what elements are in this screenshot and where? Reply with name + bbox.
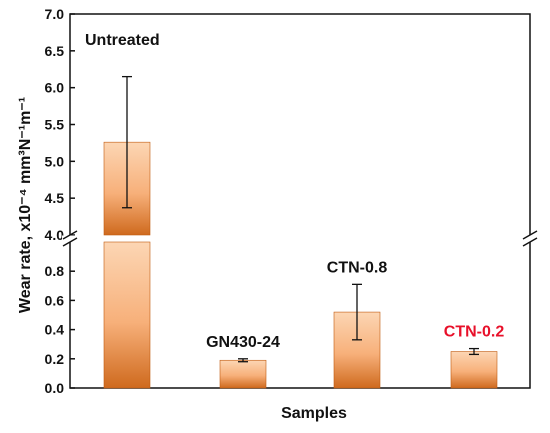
break-slash: [522, 237, 538, 247]
bar: [450, 351, 498, 389]
y-tick-label: 4.0: [45, 227, 65, 243]
y-tick-label: 0.2: [45, 351, 65, 367]
y-tick-label: 6.5: [45, 43, 65, 59]
y-tick-label: 5.5: [45, 117, 65, 133]
axis-break-marks: [62, 230, 538, 247]
y-tick-label: 0.8: [45, 263, 65, 279]
lower-axis-frame: [69, 242, 531, 389]
bars-group: Untreated GN430-24 CTN-0.8 CTN-0.2: [85, 32, 505, 389]
bar-break-gap: [103, 235, 151, 242]
bar: [219, 359, 267, 389]
y-tick-label: 0.6: [45, 292, 65, 308]
y-tick-label: 5.0: [45, 153, 65, 169]
lower-frame: [69, 242, 531, 389]
break-gap: [62, 235, 78, 242]
break-slash: [62, 230, 78, 240]
bar-label: CTN-0.8: [327, 259, 388, 276]
bar-label: GN430-24: [206, 334, 280, 351]
tick-labels: 4.0 4.5 5.0 5.5 6.0 6.5 7.0 0.0 0.2 0.4 0.6 0.8: [45, 6, 65, 396]
y-tick-label: 0.0: [45, 380, 65, 396]
break-gap: [522, 235, 538, 242]
y-axis-title: Wear rate, x10⁻⁴ mm³N⁻¹m⁻¹: [17, 97, 34, 313]
y-tick-label: 4.5: [45, 190, 65, 206]
y-tick-label: 6.0: [45, 80, 65, 96]
bar-label: Untreated: [85, 32, 160, 49]
bar: [103, 241, 151, 389]
y-tick-label: 0.4: [45, 322, 65, 338]
y-tick-label: 7.0: [45, 6, 65, 22]
break-slash: [62, 237, 78, 247]
x-axis-title: Samples: [281, 405, 347, 422]
break-slash: [522, 230, 538, 240]
bar-label: CTN-0.2: [444, 324, 505, 341]
